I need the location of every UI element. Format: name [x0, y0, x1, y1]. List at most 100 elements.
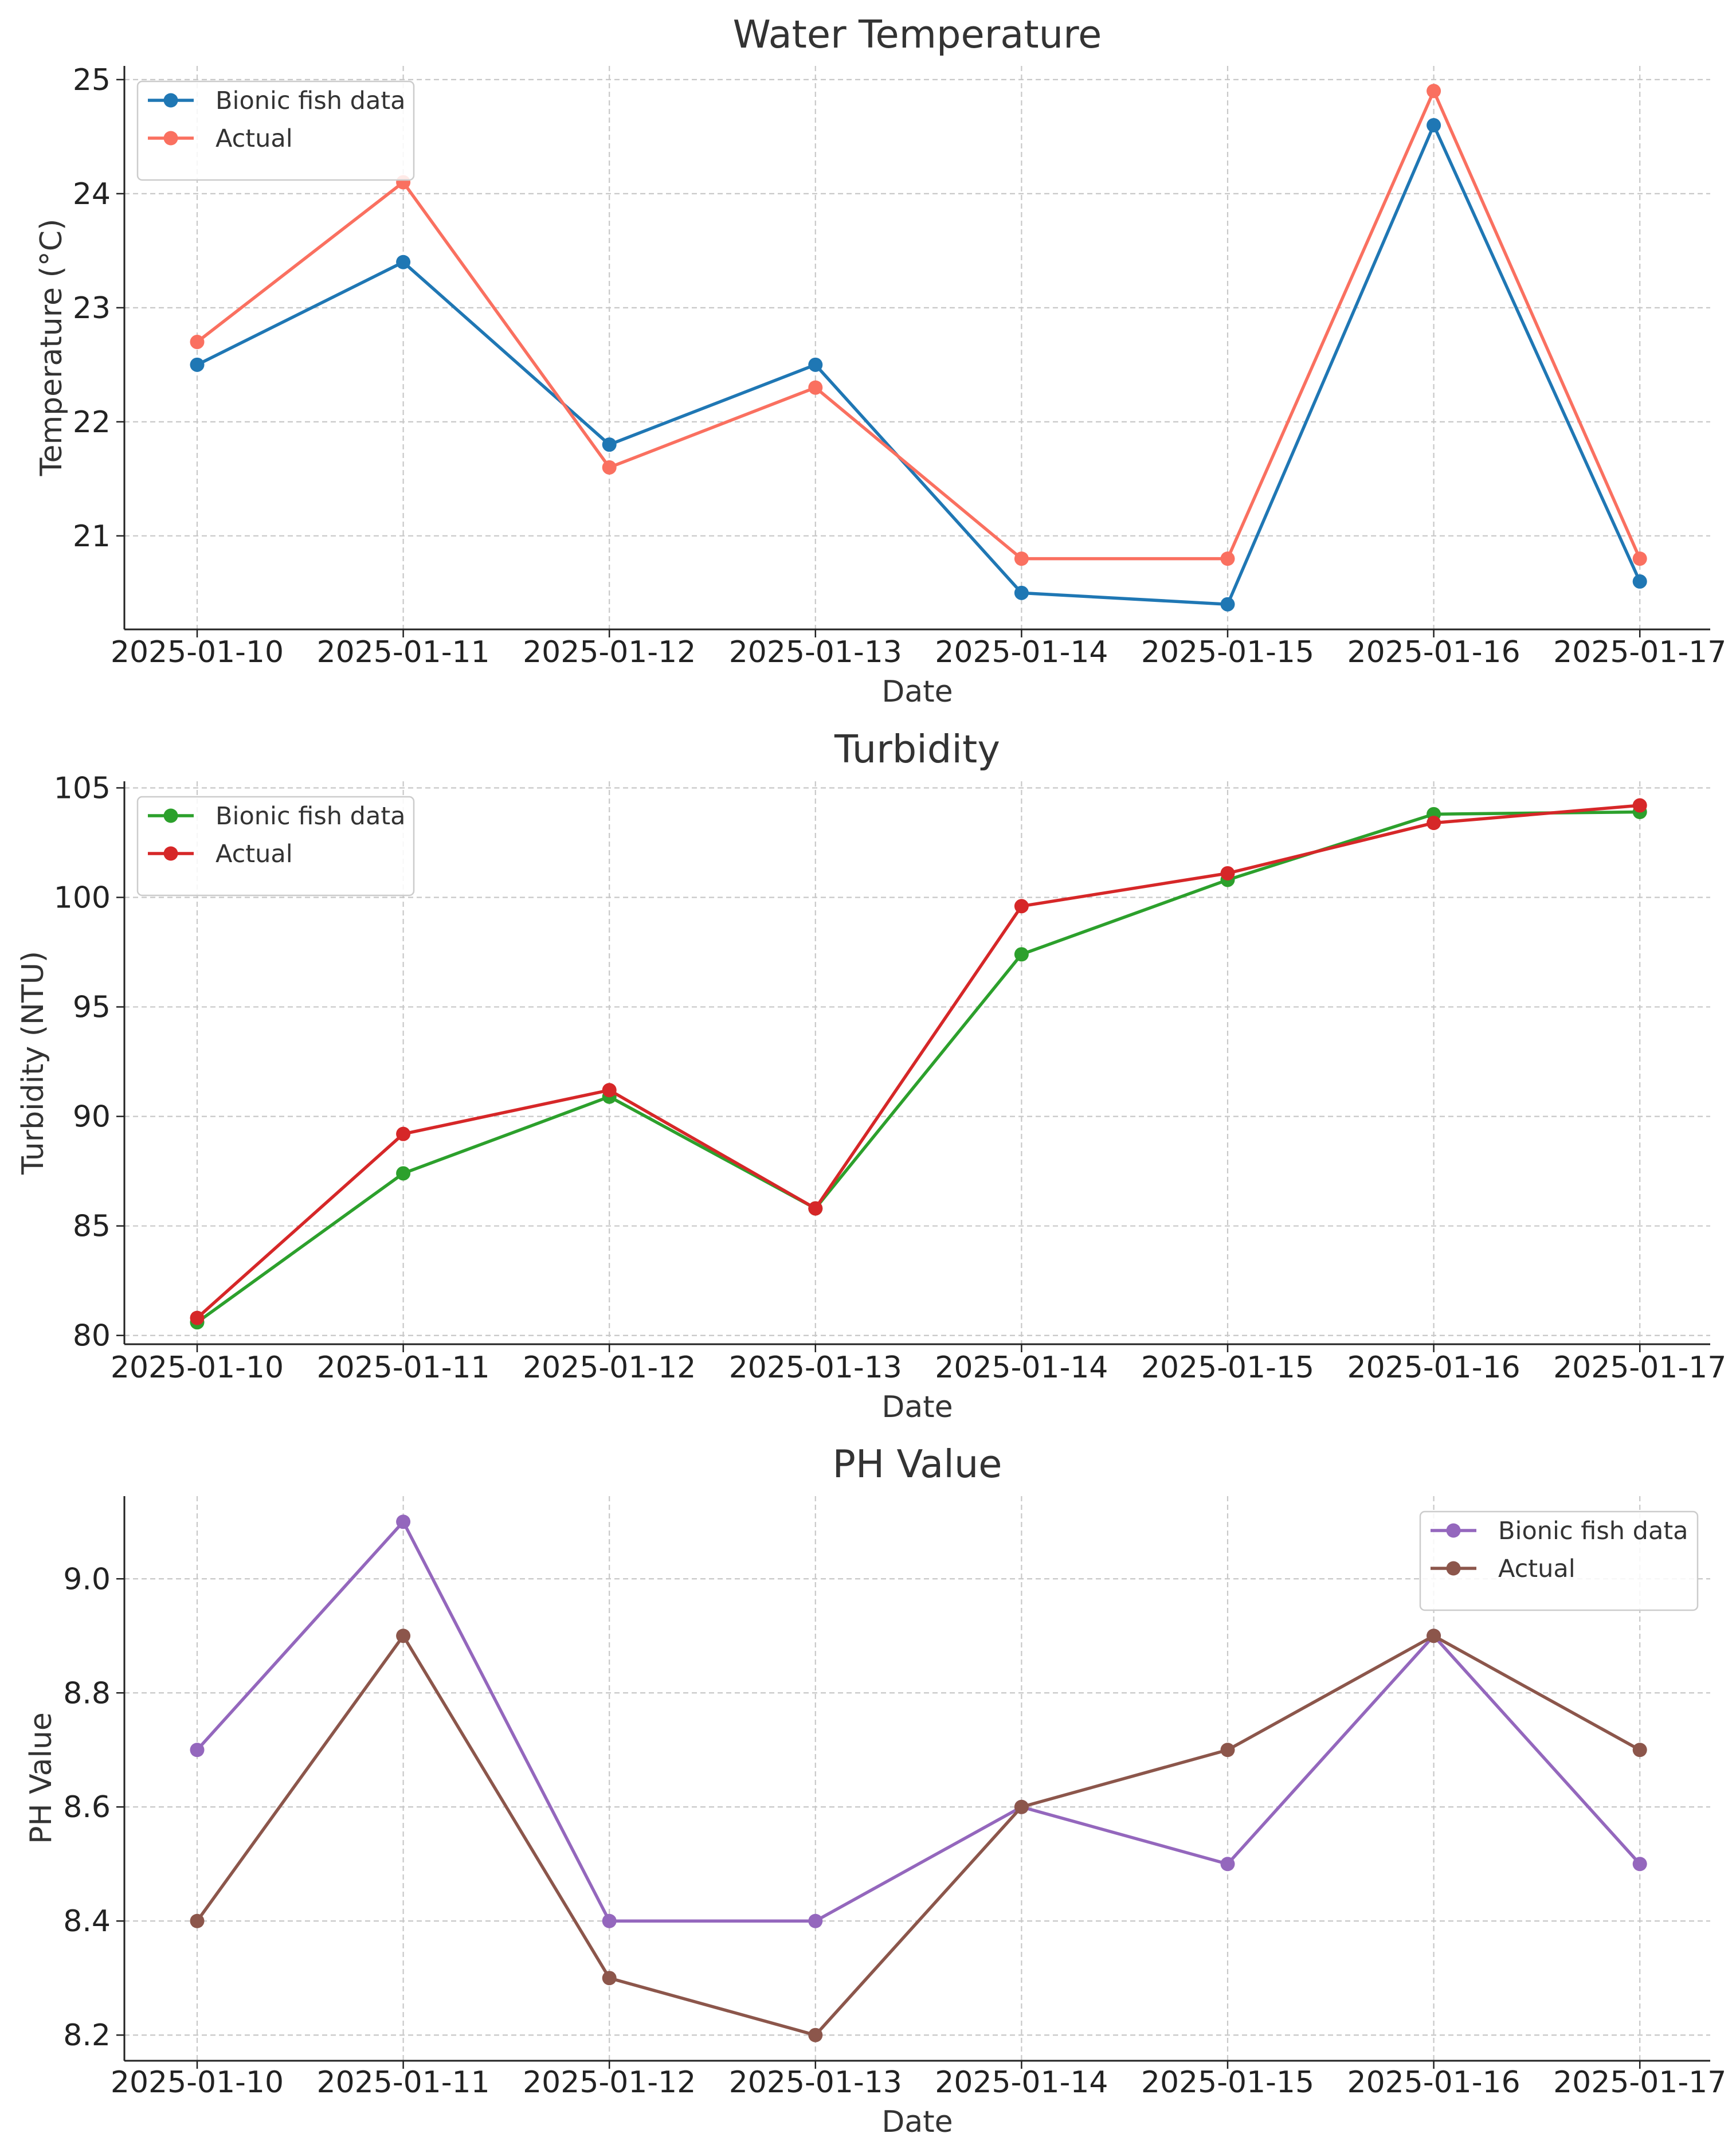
y-tick-label: 25 [73, 63, 111, 97]
y-tick-label: 8.8 [63, 1676, 111, 1711]
x-axis-label: Date [881, 1390, 953, 1424]
y-tick-label: 23 [73, 291, 111, 326]
data-point [602, 1971, 617, 1986]
y-tick-label: 22 [73, 405, 111, 440]
data-point [602, 437, 617, 452]
x-tick-label: 2025-01-12 [523, 2065, 696, 2100]
x-tick-label: 2025-01-11 [316, 1351, 489, 1385]
data-point [1632, 551, 1647, 566]
data-point [808, 357, 823, 372]
y-tick-label: 85 [73, 1210, 111, 1244]
y-tick-label: 90 [73, 1100, 111, 1134]
data-point [396, 1126, 411, 1141]
x-tick-label: 2025-01-13 [729, 635, 902, 670]
data-point [1427, 118, 1441, 132]
series-line-2 [196, 804, 1640, 1320]
series-line-1 [196, 810, 1640, 1324]
y-tick-label: 8.4 [63, 1904, 111, 1939]
legend-label: Actual [1498, 1555, 1576, 1583]
x-tick-label: 2025-01-17 [1553, 635, 1726, 670]
legend-box [136, 796, 415, 897]
x-tick-label: 2025-01-10 [111, 1351, 284, 1385]
y-tick-label: 105 [54, 771, 111, 805]
x-tick-label: 2025-01-10 [111, 2065, 284, 2100]
legend-marker [163, 93, 178, 108]
data-point [602, 1083, 617, 1098]
chart-title: Turbidity [834, 727, 1000, 772]
x-tick-label: 2025-01-12 [523, 635, 696, 670]
legend-marker [163, 808, 178, 823]
data-point [808, 2028, 823, 2042]
chart-3: 8.2 8.4 8.6 8.8 9.0 2025-01-10 2025-01-11 2025-… [24, 1442, 1726, 2139]
legend: Bionic fish data Actual [136, 796, 415, 897]
data-point [602, 460, 617, 475]
x-tick-label: 2025-01-12 [523, 1351, 696, 1385]
x-tick-label: 2025-01-17 [1553, 1351, 1726, 1385]
data-point [1014, 899, 1029, 914]
data-point [190, 1743, 205, 1758]
y-tick-label: 21 [73, 519, 111, 554]
chart-title: PH Value [832, 1442, 1002, 1486]
x-tick-label: 2025-01-16 [1347, 2065, 1520, 2100]
data-point [1014, 551, 1029, 566]
data-point [190, 1913, 205, 1928]
x-tick-label: 2025-01-14 [935, 1351, 1108, 1385]
x-tick-label: 2025-01-14 [935, 2065, 1108, 2100]
data-point [1014, 1799, 1029, 1814]
data-point [1014, 585, 1029, 600]
data-point [396, 1514, 411, 1529]
data-point [1632, 574, 1647, 589]
data-point [1632, 1857, 1647, 1872]
x-tick-label: 2025-01-15 [1141, 635, 1314, 670]
x-tick-label: 2025-01-16 [1347, 635, 1520, 670]
data-point [1220, 551, 1235, 566]
y-tick-label: 24 [73, 177, 111, 212]
data-point [1632, 1743, 1647, 1758]
series-line-2 [195, 1634, 1641, 2037]
y-tick-label: 8.2 [63, 2018, 111, 2053]
y-tick-label: 95 [73, 991, 111, 1025]
legend-label: Bionic fish data [1498, 1517, 1688, 1545]
y-tick-label: 8.6 [63, 1790, 111, 1825]
data-point [1220, 597, 1235, 612]
data-point [808, 1201, 823, 1216]
data-point [1220, 1857, 1235, 1872]
x-tick-label: 2025-01-13 [729, 1351, 902, 1385]
data-point [1427, 1629, 1441, 1643]
data-point [808, 1913, 823, 1928]
chart-1: 21 22 23 24 25 2025-01-10 2025-01-11 2025-01-12… [34, 12, 1726, 709]
x-tick-label: 2025-01-13 [729, 2065, 902, 2100]
series-line-1 [195, 1520, 1641, 1923]
x-axis-label: Date [881, 675, 953, 709]
legend: Bionic fish data Actual [1419, 1510, 1699, 1611]
x-tick-label: 2025-01-15 [1141, 2065, 1314, 2100]
y-axis-label: Temperature (°C) [34, 219, 69, 477]
legend-label: Bionic fish data [215, 87, 406, 115]
chart-2: 80 85 90 95 100 105 2025-01-10 2025-01-11 2025-0… [16, 727, 1726, 1424]
data-point [190, 1310, 205, 1325]
data-point [1427, 84, 1441, 99]
x-tick-label: 2025-01-10 [111, 635, 284, 670]
data-point [190, 335, 205, 350]
x-tick-label: 2025-01-16 [1347, 1351, 1520, 1385]
legend-label: Actual [215, 124, 293, 153]
x-tick-label: 2025-01-17 [1553, 2065, 1726, 2100]
legend-marker [1446, 1523, 1461, 1538]
legend-label: Actual [215, 840, 293, 868]
data-point [190, 357, 205, 372]
data-point [396, 1629, 411, 1643]
series-line-1 [196, 123, 1641, 606]
data-point [396, 1166, 411, 1181]
legend-marker [1446, 1561, 1461, 1576]
data-point [1014, 947, 1029, 962]
x-tick-label: 2025-01-15 [1141, 1351, 1314, 1385]
data-point [1632, 798, 1647, 813]
series-line-2 [196, 89, 1641, 561]
y-tick-label: 80 [73, 1319, 111, 1353]
x-tick-label: 2025-01-11 [316, 2065, 489, 2100]
x-tick-label: 2025-01-11 [316, 635, 489, 670]
data-point [396, 255, 411, 269]
y-axis-label: PH Value [24, 1712, 58, 1844]
y-tick-label: 100 [54, 881, 111, 915]
